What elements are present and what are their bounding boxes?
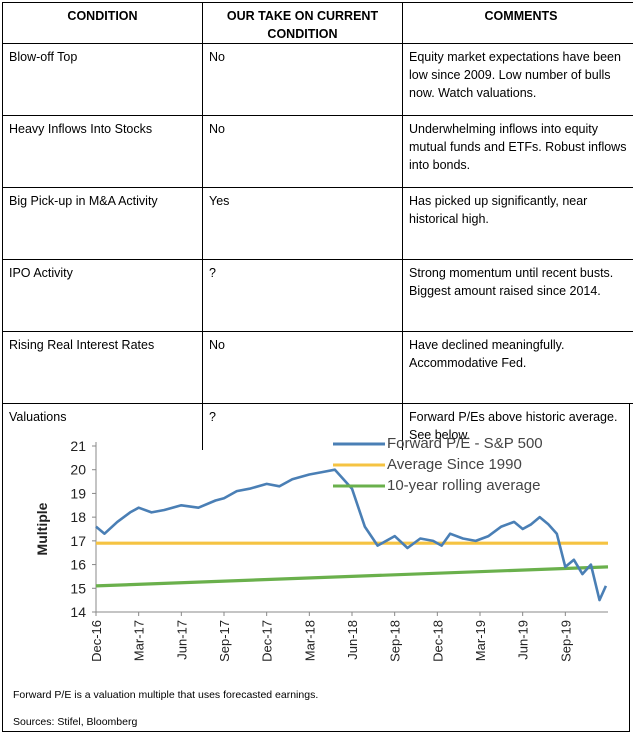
legend-label: Forward P/E - S&P 500	[387, 435, 543, 452]
condition-cell: Big Pick-up in M&A Activity	[2, 187, 203, 260]
header-comments: COMMENTS	[402, 2, 633, 44]
condition-cell: Valuations	[2, 403, 203, 450]
x-tick-label: Jun-19	[516, 620, 531, 660]
x-tick-label: Dec-17	[260, 620, 275, 662]
take-cell: No	[202, 331, 403, 404]
table-row: IPO Activity ? Strong momentum until rec…	[2, 259, 633, 332]
series-line-2	[95, 565, 609, 588]
legend-label: Average Since 1990	[387, 456, 522, 473]
chart-sources: Sources: Stifel, Bloomberg	[13, 716, 138, 728]
y-tick-label: 17	[70, 533, 86, 549]
condition-cell: Rising Real Interest Rates	[2, 331, 203, 404]
x-tick-label: Dec-18	[430, 620, 445, 662]
x-tick-label: Sep-18	[388, 620, 403, 662]
comments-cell: Equity market expectations have been low…	[402, 43, 633, 116]
chart-panel: 14 15 16 17 18 19 20 21 Multiple Dec-16 Mar-17 Jun-…	[2, 404, 630, 732]
series-line-0	[95, 468, 608, 602]
take-cell: ?	[202, 403, 403, 450]
condition-cell: IPO Activity	[2, 259, 203, 332]
conditions-table: CONDITION OUR TAKE ON CURRENT CONDITION …	[2, 2, 633, 450]
take-cell: Yes	[202, 187, 403, 260]
table-row: Rising Real Interest Rates No Have decli…	[2, 331, 633, 404]
x-tick-label: Sep-19	[558, 620, 573, 662]
table-row: Valuations ? Forward P/Es above historic…	[2, 403, 633, 450]
x-tick-label: Mar-18	[302, 620, 317, 661]
comments-cell: Strong momentum until recent busts. Bigg…	[402, 259, 633, 332]
comments-cell: Has picked up significantly, near histor…	[402, 187, 633, 260]
take-cell: ?	[202, 259, 403, 332]
take-cell: No	[202, 115, 403, 188]
comments-cell: Forward P/Es above historic average. See…	[402, 403, 633, 450]
y-axis-label: Multiple	[34, 502, 50, 555]
pe-line-chart: 14 15 16 17 18 19 20 21 Multiple Dec-16 Mar-17 Jun-…	[34, 435, 609, 662]
y-tick-label: 14	[70, 604, 86, 620]
x-tick-label: Jun-18	[345, 620, 360, 660]
table-row: Big Pick-up in M&A Activity Yes Has pick…	[2, 187, 633, 260]
table-header-row: CONDITION OUR TAKE ON CURRENT CONDITION …	[2, 2, 633, 44]
header-our-take: OUR TAKE ON CURRENT CONDITION	[202, 2, 403, 44]
legend-label: 10-year rolling average	[387, 477, 540, 494]
x-tick-label: Jun-17	[174, 620, 189, 660]
y-tick-label: 19	[70, 485, 86, 501]
y-tick-label: 16	[70, 557, 86, 573]
table-row: Blow-off Top No Equity market expectatio…	[2, 43, 633, 116]
chart-caption: Forward P/E is a valuation multiple that…	[13, 689, 319, 701]
header-condition: CONDITION	[2, 2, 203, 44]
x-tick-label: Mar-17	[132, 620, 147, 661]
x-tick-label: Mar-19	[473, 620, 488, 661]
y-tick-label: 18	[70, 509, 86, 525]
comments-cell: Underwhelming inflows into equity mutual…	[402, 115, 633, 188]
condition-cell: Heavy Inflows Into Stocks	[2, 115, 203, 188]
y-tick-label: 15	[70, 580, 86, 596]
x-tick-label: Sep-17	[217, 620, 232, 662]
comments-cell: Have declined meaningfully. Accommodativ…	[402, 331, 633, 404]
y-tick-label: 20	[70, 462, 86, 478]
table-row: Heavy Inflows Into Stocks No Underwhelmi…	[2, 115, 633, 188]
x-tick-label: Dec-16	[89, 620, 104, 662]
condition-cell: Blow-off Top	[2, 43, 203, 116]
y-tick-label: 21	[70, 438, 86, 454]
take-cell: No	[202, 43, 403, 116]
